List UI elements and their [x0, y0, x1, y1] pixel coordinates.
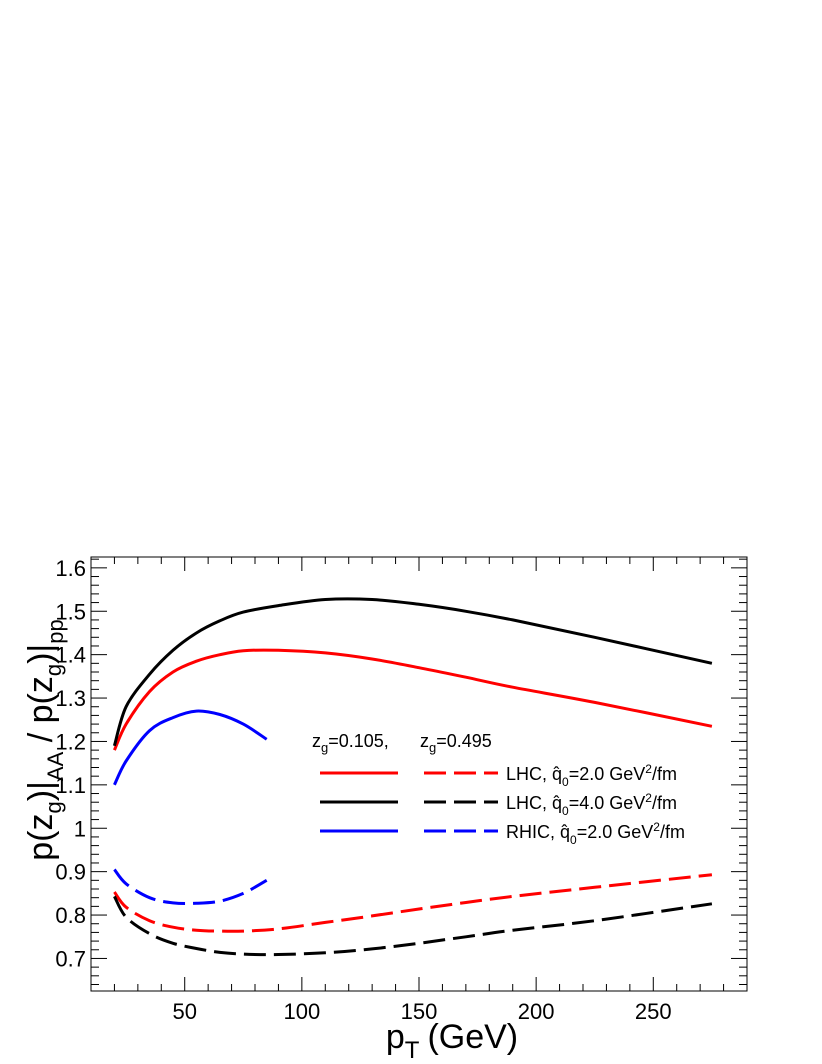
x-axis-title-subscript: T — [405, 1037, 420, 1064]
series-line-solid-1 — [112, 597, 713, 747]
y-tick-label: 1.1 — [55, 773, 86, 798]
y-axis-title: p(zg)|AA / p(zg)|pp — [22, 619, 68, 860]
y-tick-label: 0.7 — [55, 946, 86, 971]
legend: zg=0.105, zg=0.495 LHC, q̂0=2.0 GeV2/fm … — [312, 731, 685, 847]
y-tick-label: 1.5 — [55, 599, 86, 624]
series-layer — [112, 597, 713, 957]
y-tick-label: 1.4 — [55, 643, 86, 668]
series-line-dashed-5 — [113, 868, 268, 906]
legend-label-lhc-2: LHC, q̂0=2.0 GeV2/fm — [506, 762, 677, 789]
y-tick-label: 1.3 — [55, 686, 86, 711]
x-tick-label: 100 — [283, 999, 320, 1024]
series-line-solid-0 — [113, 648, 713, 751]
series-line-dashed-4 — [113, 895, 713, 957]
y-tick-label: 1.2 — [55, 729, 86, 754]
legend-header-solid: zg=0.105, — [312, 731, 389, 755]
legend-header-dashed: zg=0.495 — [420, 731, 492, 755]
series-line-solid-2 — [113, 709, 268, 786]
x-tick-label: 150 — [401, 999, 438, 1024]
y-tick-label: 0.8 — [55, 903, 86, 928]
x-tick-label: 250 — [635, 999, 672, 1024]
legend-label-lhc-4: LHC, q̂0=4.0 GeV2/fm — [506, 791, 677, 818]
x-axis-title-symbol: p — [386, 1018, 405, 1056]
y-tick-label: 1 — [74, 816, 86, 841]
x-tick-label: 200 — [518, 999, 555, 1024]
series-line-dashed-3 — [113, 873, 713, 933]
y-tick-label: 1.6 — [55, 556, 86, 581]
x-tick-label: 50 — [172, 999, 196, 1024]
x-axis-title-unit: (GeV) — [427, 1018, 518, 1056]
legend-label-rhic-2: RHIC, q̂0=2.0 GeV2/fm — [506, 820, 685, 847]
x-axis-title: pT (GeV) — [386, 1018, 518, 1064]
axis-ticks: 50 100 150 200 250 0.7 0.8 0.9 1 1.1 1.2 1.3 1.4 1.5 1… — [55, 556, 747, 1024]
y-tick-label: 0.9 — [55, 860, 86, 885]
